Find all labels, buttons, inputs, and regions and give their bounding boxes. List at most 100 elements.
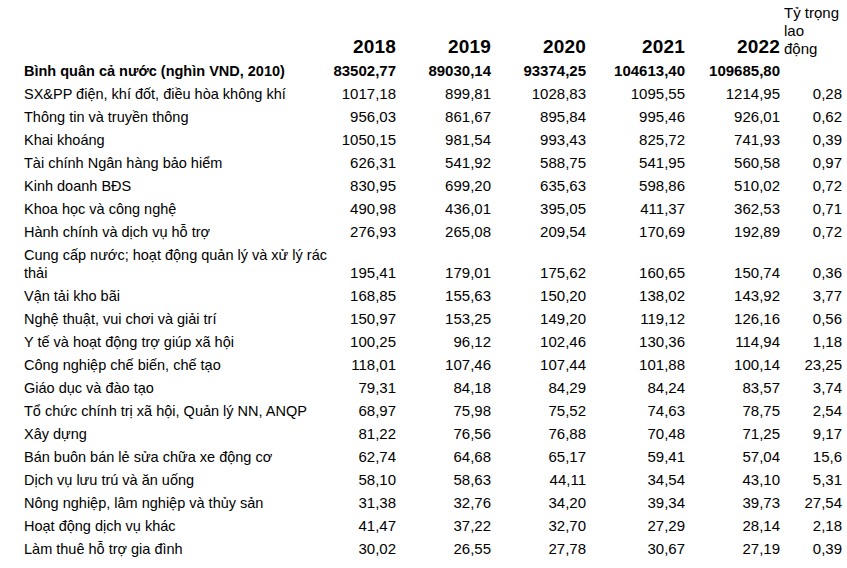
labor-share-cell: 0,28 — [780, 85, 842, 108]
labor-share-cell: 2,54 — [780, 402, 842, 425]
row-label: Làm thuê hỗ trợ gia đình — [24, 540, 328, 563]
value-cell: 541,95 — [586, 154, 685, 177]
table-row: Giáo dục và đào tạo79,3184,1884,2984,248… — [24, 379, 842, 402]
labor-share-cell: 1,18 — [780, 333, 842, 356]
table-row: Nông nghiệp, lâm nghiệp và thủy sản31,38… — [24, 494, 842, 517]
value-cell: 981,54 — [396, 131, 491, 154]
value-cell: 175,62 — [491, 246, 586, 287]
year-2021-header: 2021 — [586, 4, 685, 62]
indicator-table: 2018 2019 2020 2021 2022 Tỷ trọng lao độ… — [24, 4, 842, 563]
value-cell: 57,04 — [685, 448, 780, 471]
row-label: Vận tải kho bãi — [24, 287, 328, 310]
table-row: Tổ chức chính trị xã hội, Quản lý NN, AN… — [24, 402, 842, 425]
value-cell: 160,65 — [586, 246, 685, 287]
value-cell: 58,10 — [328, 471, 396, 494]
value-cell: 76,56 — [396, 425, 491, 448]
row-label: Hoạt động dịch vụ khác — [24, 517, 328, 540]
row-label: Giáo dục và đào tạo — [24, 379, 328, 402]
value-cell: 27,19 — [685, 540, 780, 563]
row-label: Công nghiệp chế biến, chế tạo — [24, 356, 328, 379]
labor-share-cell: 9,17 — [780, 425, 842, 448]
value-cell: 118,01 — [328, 356, 396, 379]
labor-share-cell: 3,74 — [780, 379, 842, 402]
labor-share-cell: 0,62 — [780, 108, 842, 131]
labor-share-header-line: Tỷ trọng — [784, 4, 842, 22]
table-row: Dịch vụ lưu trú và ăn uống58,1058,6344,1… — [24, 471, 842, 494]
labor-share-cell: 5,31 — [780, 471, 842, 494]
value-cell: 150,20 — [491, 287, 586, 310]
value-cell: 101,88 — [586, 356, 685, 379]
table-body: Bình quân cả nước (nghìn VND, 2010)83502… — [24, 62, 842, 563]
value-cell: 560,58 — [685, 154, 780, 177]
value-cell: 1050,15 — [328, 131, 396, 154]
row-label: Tổ chức chính trị xã hội, Quản lý NN, AN… — [24, 402, 328, 425]
labor-share-header-line: động — [784, 40, 842, 58]
value-cell: 28,14 — [685, 517, 780, 540]
table-row: Hoạt động dịch vụ khác41,4737,2232,7027,… — [24, 517, 842, 540]
labor-share-header-line: lao — [784, 22, 842, 40]
row-label: Nông nghiệp, lâm nghiệp và thủy sản — [24, 494, 328, 517]
value-cell: 993,43 — [491, 131, 586, 154]
row-label: Hành chính và dịch vụ hỗ trợ — [24, 223, 328, 246]
value-cell: 126,16 — [685, 310, 780, 333]
table-row: Làm thuê hỗ trợ gia đình30,0226,5527,783… — [24, 540, 842, 563]
row-label: Khoa học và công nghệ — [24, 200, 328, 223]
value-cell: 179,01 — [396, 246, 491, 287]
labor-share-cell: 0,72 — [780, 223, 842, 246]
value-cell: 741,93 — [685, 131, 780, 154]
year-2020-header: 2020 — [491, 4, 586, 62]
value-cell: 362,53 — [685, 200, 780, 223]
value-cell: 100,14 — [685, 356, 780, 379]
value-cell: 195,41 — [328, 246, 396, 287]
value-cell: 899,81 — [396, 85, 491, 108]
value-cell: 84,18 — [396, 379, 491, 402]
value-cell: 168,85 — [328, 287, 396, 310]
value-cell: 276,93 — [328, 223, 396, 246]
value-cell: 1095,55 — [586, 85, 685, 108]
value-cell: 74,63 — [586, 402, 685, 425]
row-label: Dịch vụ lưu trú và ăn uống — [24, 471, 328, 494]
label-column-header — [24, 4, 328, 62]
table-row: SX&PP điện, khí đốt, điều hòa không khí1… — [24, 85, 842, 108]
value-cell: 149,20 — [491, 310, 586, 333]
value-cell: 70,48 — [586, 425, 685, 448]
labor-share-cell: 0,72 — [780, 177, 842, 200]
value-cell: 192,89 — [685, 223, 780, 246]
year-2022-header: 2022 — [685, 4, 780, 62]
value-cell: 81,22 — [328, 425, 396, 448]
row-label: Kinh doanh BĐS — [24, 177, 328, 200]
summary-row: Bình quân cả nước (nghìn VND, 2010)83502… — [24, 62, 842, 85]
value-cell: 626,31 — [328, 154, 396, 177]
table-row: Xây dựng81,2276,5676,8870,4871,259,17 — [24, 425, 842, 448]
value-cell: 93374,25 — [491, 62, 586, 85]
labor-share-cell: 23,25 — [780, 356, 842, 379]
table-container: 2018 2019 2020 2021 2022 Tỷ trọng lao độ… — [0, 0, 847, 563]
value-cell: 26,55 — [396, 540, 491, 563]
value-cell: 1017,18 — [328, 85, 396, 108]
labor-share-cell: 15,6 — [780, 448, 842, 471]
value-cell: 150,74 — [685, 246, 780, 287]
value-cell: 588,75 — [491, 154, 586, 177]
value-cell: 30,67 — [586, 540, 685, 563]
value-cell: 1214,95 — [685, 85, 780, 108]
value-cell: 96,12 — [396, 333, 491, 356]
value-cell: 89030,14 — [396, 62, 491, 85]
labor-share-cell — [780, 62, 842, 85]
table-row: Hành chính và dịch vụ hỗ trợ276,93265,08… — [24, 223, 842, 246]
value-cell: 65,17 — [491, 448, 586, 471]
value-cell: 100,25 — [328, 333, 396, 356]
labor-share-cell: 0,56 — [780, 310, 842, 333]
value-cell: 78,75 — [685, 402, 780, 425]
value-cell: 265,08 — [396, 223, 491, 246]
value-cell: 1028,83 — [491, 85, 586, 108]
value-cell: 104613,40 — [586, 62, 685, 85]
value-cell: 44,11 — [491, 471, 586, 494]
value-cell: 41,47 — [328, 517, 396, 540]
value-cell: 75,52 — [491, 402, 586, 425]
value-cell: 76,88 — [491, 425, 586, 448]
value-cell: 598,86 — [586, 177, 685, 200]
value-cell: 150,97 — [328, 310, 396, 333]
value-cell: 143,92 — [685, 287, 780, 310]
value-cell: 30,02 — [328, 540, 396, 563]
year-2018-header: 2018 — [328, 4, 396, 62]
